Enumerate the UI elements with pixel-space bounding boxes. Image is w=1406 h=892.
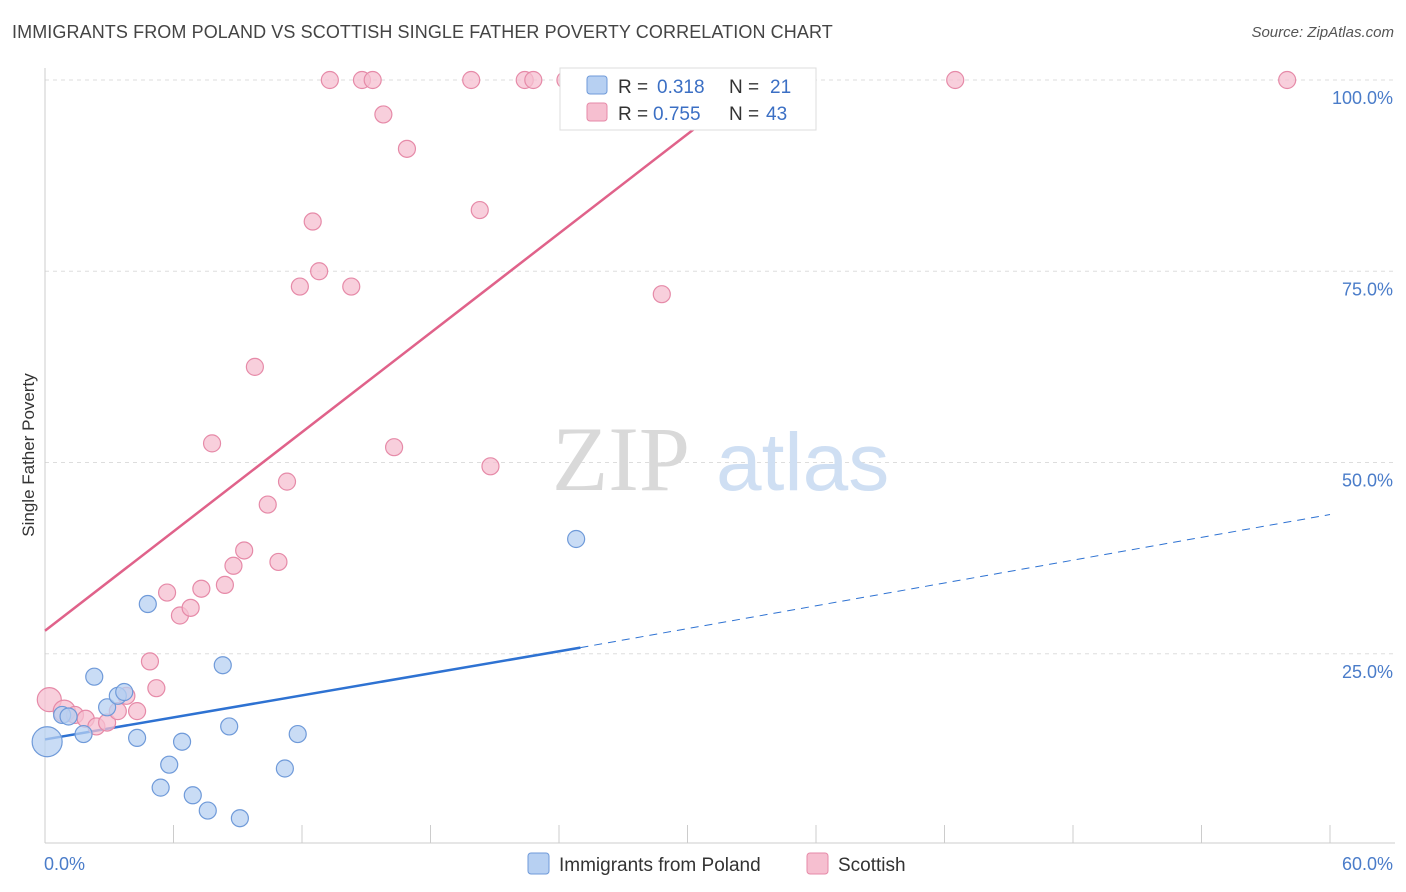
watermark-zip: ZIP <box>552 408 690 510</box>
scottish-point <box>140 652 160 671</box>
x-tick-label: 60.0% <box>1342 854 1393 874</box>
scottish-point <box>652 285 671 304</box>
poland-point <box>213 656 232 675</box>
correlation-stats-box: R = 0.318 N = 21 R = 0.755 N = 43 <box>559 67 817 131</box>
legend-scottish-label: Scottish <box>838 855 906 876</box>
poland-point <box>127 728 147 748</box>
y-axis-label: Single Father Poverty <box>19 373 38 537</box>
trend-lines <box>44 75 1331 741</box>
scottish-point <box>462 70 481 90</box>
scottish-point <box>481 457 500 476</box>
scottish-point <box>1278 70 1297 90</box>
scottish-stats-swatch <box>586 102 608 122</box>
scottish-point <box>384 438 404 457</box>
scottish-point <box>269 552 288 572</box>
scottish-r-value: 0.755 <box>653 104 701 125</box>
scottish-trend-line <box>44 75 764 632</box>
poland-point <box>567 529 586 549</box>
scottish-point <box>470 200 489 220</box>
scottish-n-value: 43 <box>766 104 787 125</box>
poland-point <box>98 698 117 717</box>
y-tick-label: 50.0% <box>1342 471 1393 491</box>
scottish-point <box>524 70 543 90</box>
scottish-point <box>192 579 211 598</box>
poland-trend-line <box>44 646 581 741</box>
chart-source: Source: ZipAtlas.com <box>1251 24 1394 41</box>
scottish-point <box>363 70 382 90</box>
chart-title: IMMIGRANTS FROM POLAND VS SCOTTISH SINGL… <box>12 22 833 42</box>
poland-n-label: N = <box>729 77 759 98</box>
x-tick-label: 0.0% <box>44 854 85 874</box>
scottish-point <box>235 541 254 560</box>
poland-point <box>230 809 249 828</box>
poland-point <box>138 594 157 614</box>
y-tick-label: 25.0% <box>1342 662 1393 682</box>
legend-poland-label: Immigrants from Poland <box>559 855 761 876</box>
poland-r-label: R = <box>618 77 648 98</box>
poland-trend-extension <box>580 514 1331 649</box>
scottish-point <box>215 575 234 595</box>
scottish-point <box>310 262 329 281</box>
poland-point <box>275 759 294 778</box>
y-tick-label: 100.0% <box>1332 88 1393 108</box>
poland-point <box>220 717 239 736</box>
poland-stats-swatch <box>586 75 608 95</box>
y-tick-label: 75.0% <box>1342 279 1393 299</box>
poland-point <box>74 724 93 744</box>
scottish-point <box>303 212 322 231</box>
scottish-point <box>946 70 965 90</box>
scottish-point <box>374 105 393 124</box>
legend: Immigrants from Poland Scottish <box>527 852 906 876</box>
scottish-point <box>181 598 200 617</box>
poland-point <box>59 707 78 726</box>
poland-r-value: 0.318 <box>657 77 705 98</box>
scottish-point <box>157 583 177 602</box>
scottish-point <box>127 702 147 721</box>
poland-point <box>31 726 63 758</box>
poland-point <box>151 778 170 797</box>
scottish-r-label: R = <box>618 104 648 125</box>
scottish-point <box>290 277 309 296</box>
poland-point <box>183 786 202 805</box>
legend-scottish-swatch <box>806 852 829 875</box>
axes <box>44 68 1395 844</box>
scottish-point <box>224 556 243 575</box>
poland-point <box>172 732 192 751</box>
scottish-point <box>320 70 339 90</box>
scottish-point <box>258 495 277 514</box>
scottish-point <box>342 277 361 296</box>
scottish-point <box>202 434 222 453</box>
scottish-point <box>245 357 264 376</box>
poland-point <box>198 801 217 820</box>
scottish-n-label: N = <box>729 104 759 125</box>
data-points <box>31 70 1297 828</box>
poland-point <box>288 724 307 744</box>
watermark-atlas: atlas <box>716 417 889 508</box>
scottish-point <box>397 139 417 158</box>
poland-n-value: 21 <box>770 77 791 98</box>
poland-point <box>115 682 134 702</box>
poland-point <box>85 667 104 686</box>
legend-poland-swatch <box>527 852 550 875</box>
scottish-point <box>277 472 297 491</box>
tick-labels: 25.0% 50.0% 75.0% 100.0% 0.0% 60.0% <box>44 88 1393 874</box>
watermark: ZIP atlas <box>552 408 889 510</box>
poland-point <box>160 755 179 774</box>
scottish-point <box>147 679 166 698</box>
